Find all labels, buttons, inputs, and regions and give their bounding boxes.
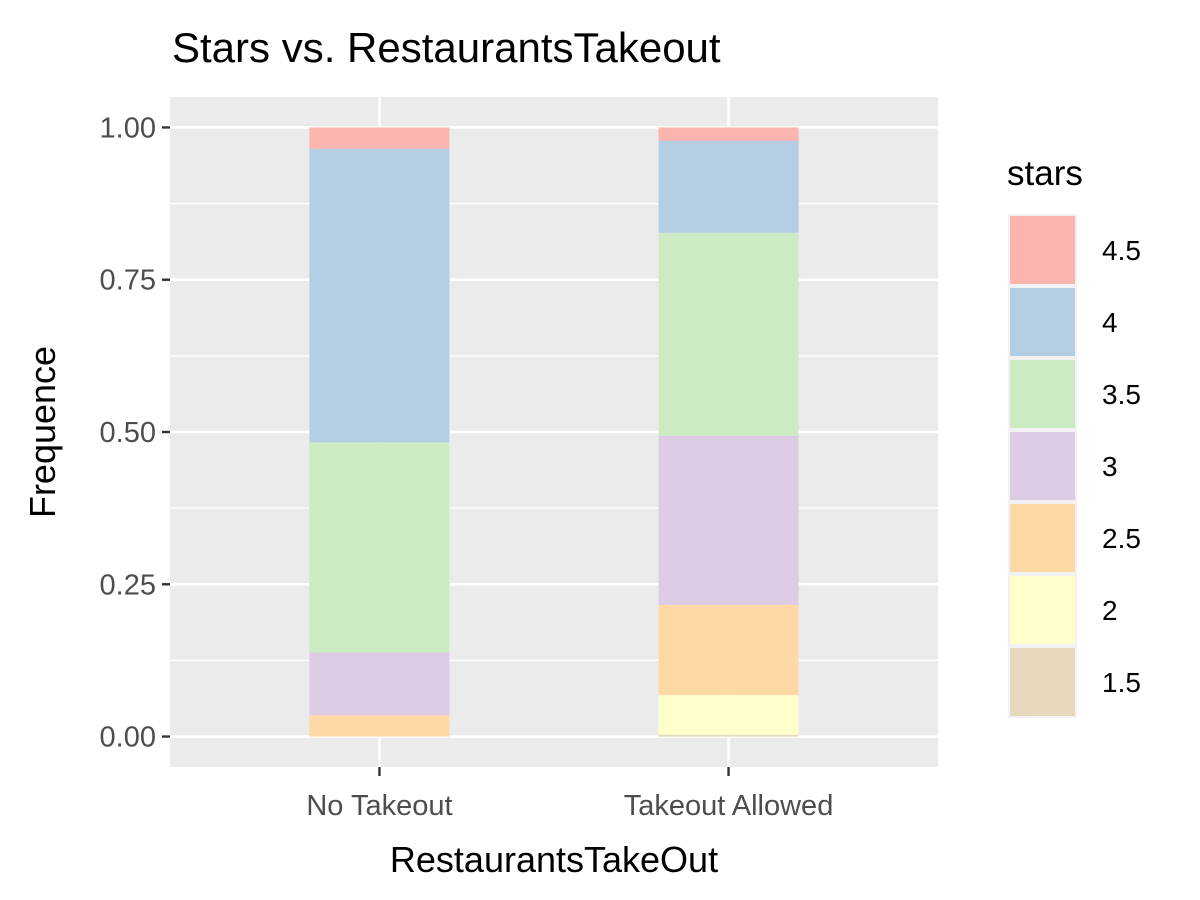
y-axis-title: Frequence	[22, 346, 63, 518]
bar-segment-stars-3-5	[309, 442, 450, 653]
bar-segment-stars-3	[309, 652, 450, 716]
legend-key-swatch	[1010, 648, 1075, 716]
legend-label: 1.5	[1102, 667, 1141, 698]
legend-label: 4.5	[1102, 235, 1141, 266]
y-tick-label: 1.00	[100, 112, 156, 144]
legend-title: stars	[1007, 154, 1083, 193]
bars	[309, 127, 799, 737]
y-axis: 0.00 0.25 0.50 0.75 1.00	[100, 112, 170, 754]
x-axis: No Takeout Takeout Allowed	[306, 767, 833, 822]
legend: 4.5 4 3.5 3 2.5 2 1.5	[1008, 214, 1141, 718]
legend-key-swatch	[1010, 576, 1075, 644]
y-tick-label: 0.50	[100, 417, 156, 449]
legend-key-swatch	[1010, 360, 1075, 428]
bar-segment-stars-4	[658, 140, 799, 233]
bar-segment-stars-4-5	[658, 127, 799, 141]
y-tick-label: 0.25	[100, 569, 156, 601]
legend-label: 3.5	[1102, 379, 1141, 410]
y-tick-label: 0.75	[100, 265, 156, 297]
legend-key-swatch	[1010, 288, 1075, 356]
x-tick-label: No Takeout	[306, 790, 452, 822]
bar-segment-stars-3	[658, 435, 799, 605]
legend-key-swatch	[1010, 216, 1075, 284]
chart-title: Stars vs. RestaurantsTakeout	[172, 24, 721, 71]
bar-segment-stars-3-5	[658, 232, 799, 436]
bar-segment-stars-2-5	[309, 715, 450, 737]
legend-key-swatch	[1010, 504, 1075, 572]
legend-label: 3	[1102, 451, 1118, 482]
bar-segment-stars-4	[309, 148, 450, 443]
x-tick-label: Takeout Allowed	[624, 790, 834, 822]
y-tick-label: 0.00	[100, 722, 156, 754]
legend-key-swatch	[1010, 432, 1075, 500]
x-axis-title: RestaurantsTakeOut	[390, 839, 718, 880]
bar-segment-stars-2	[658, 695, 799, 735]
bar-segment-stars-4-5	[309, 127, 450, 149]
legend-label: 2.5	[1102, 523, 1141, 554]
bar-segment-stars-1-5	[658, 734, 799, 737]
legend-label: 2	[1102, 595, 1118, 626]
legend-label: 4	[1102, 307, 1118, 338]
bar-segment-stars-2-5	[658, 604, 799, 696]
